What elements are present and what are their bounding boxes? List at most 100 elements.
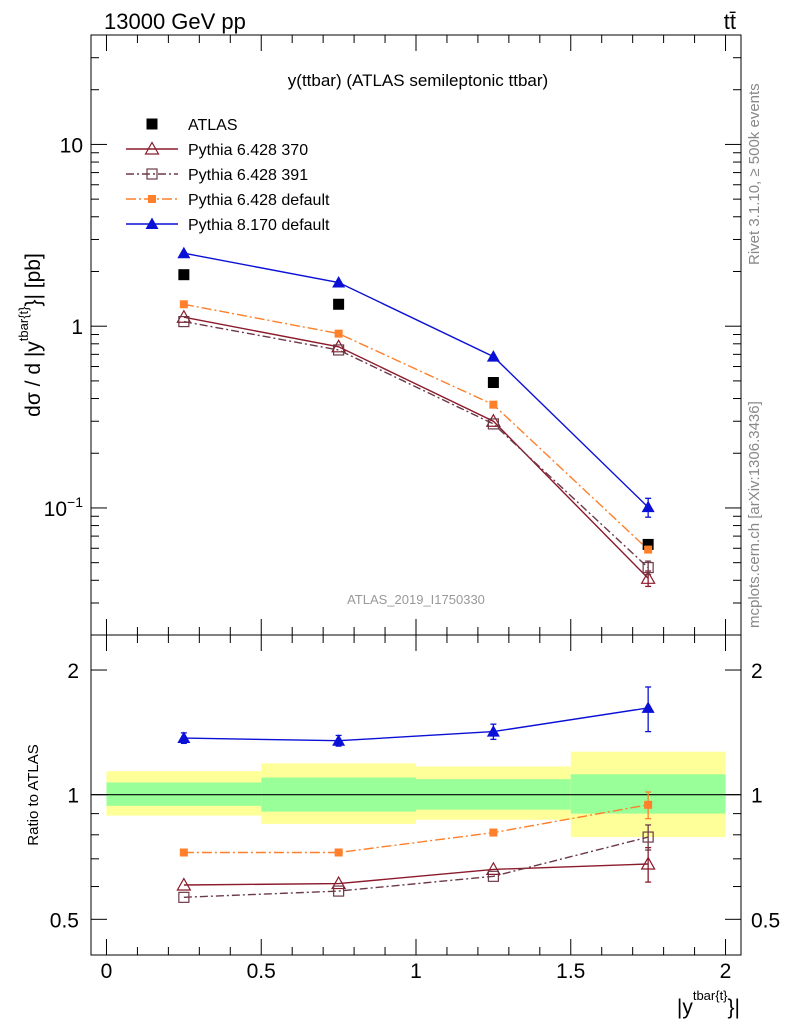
legend-label: Pythia 6.428 370: [188, 142, 308, 159]
ratio-pythia-6-428-370-point: [485, 861, 501, 875]
pythia-6-428-370-point: [640, 570, 656, 584]
x-tick-label: 0: [101, 960, 113, 983]
ratio-y-tick-label-right: 1: [751, 785, 763, 808]
pythia-6-428-370-line: [183, 316, 649, 579]
ratio-pythia-6-428-default-point: [489, 828, 498, 837]
x-tick-label: 1: [410, 960, 422, 983]
pythia-6-428-391-line: [183, 320, 649, 569]
ratio-y-tick-label-left: 2: [67, 660, 79, 683]
ratio-pythia-6-428-default-point: [334, 848, 343, 857]
ratio-y-tick-label-right: 0.5: [751, 909, 780, 932]
x-axis-label: |ytbar{t}}|: [677, 988, 740, 1019]
pythia-6-428-default-point: [334, 329, 343, 338]
pythia-6-428-391-point: [642, 561, 654, 574]
svg-text:|ytbar{t}}|: |ytbar{t}}|: [677, 988, 740, 1019]
atlas-data-point: [178, 269, 190, 281]
x-label-superscript: tbar{t}: [693, 988, 728, 1003]
ratio-y-tick-label-right: 2: [751, 660, 763, 683]
mcplots-reference-label: mcplots.cern.ch [arXiv:1306.3436]: [746, 401, 763, 628]
header-final-state-label: tt̄: [724, 9, 736, 34]
pythia-6-428-391-series: [178, 315, 654, 576]
legend-label: Pythia 6.428 default: [188, 192, 330, 209]
legend-label: ATLAS: [188, 117, 238, 134]
legend-marker: [146, 118, 158, 130]
main-panel: 10 1 10−1 y(ttbar) (ATLAS semileptonic ttb…: [16, 34, 742, 636]
legend-entry: Pythia 6.428 370: [126, 141, 308, 159]
pythia-8-170-default-point: [177, 246, 191, 259]
ratio-pythia-6-428-default-point: [179, 848, 188, 857]
ratio-plot-area: [91, 686, 741, 903]
ratio-axes: 2 2 1 1 0.5 0.5 0 0.5 1 1.5 2: [50, 635, 780, 983]
pythia-8-170-default-point: [641, 500, 655, 513]
pythia-6-428-default-series: [179, 300, 653, 554]
ratio-pythia-6-428-391-point: [333, 885, 345, 897]
legend-entry: Pythia 6.428 391: [126, 167, 308, 184]
legend-entry: ATLAS: [146, 117, 238, 134]
pythia-6-428-default-point: [489, 400, 498, 409]
ratio-pythia-8-170-default-series: [177, 686, 655, 747]
ratio-panel: 2 2 1 1 0.5 0.5 0 0.5 1 1.5 2 Ratio to ATLAS |ytba…: [25, 634, 780, 1019]
ratio-pythia-8-170-default-point: [486, 725, 500, 737]
chart-legend: ATLAS Pythia 6.428 370 Pythia 6.428 391 Pyt…: [126, 117, 330, 234]
ratio-pythia-8-170-default-point: [641, 701, 655, 713]
legend-marker: [146, 168, 158, 180]
atlas-data-series: [178, 269, 654, 550]
atlas-data-point: [333, 298, 345, 310]
legend-marker: [148, 195, 156, 203]
pythia-6-428-default-point: [179, 300, 188, 309]
analysis-id-watermark: ATLAS_2019_I1750330: [347, 592, 485, 607]
pythia-6-428-370-series: [176, 309, 656, 588]
y-tick-label: 10: [60, 134, 83, 157]
ratio-pythia-8-170-default-point: [177, 731, 191, 744]
main-y-axis-label: dσ / d |ytbar{t}}| [pb]: [16, 253, 45, 417]
ratio-pythia-6-428-391-point: [178, 891, 190, 903]
ratio-pythia-8-170-default-point: [332, 734, 346, 746]
legend-label: Pythia 6.428 391: [188, 167, 308, 184]
ratio-pythia-6-428-370-line: [183, 863, 649, 886]
pythia-8-170-default-series: [177, 246, 655, 518]
pythia-6-428-default-line: [183, 303, 649, 551]
ratio-pythia-6-428-default-line: [183, 804, 649, 854]
ratio-pythia-6-428-391-point: [642, 831, 654, 843]
pythia-8-170-default-point: [486, 350, 500, 362]
ratio-y-tick-label-left: 1: [67, 785, 79, 808]
y-label-tail: }| [pb]: [22, 253, 45, 306]
chart-title: y(ttbar) (ATLAS semileptonic ttbar): [288, 71, 548, 90]
legend-marker: [144, 141, 160, 155]
atlas-data-point: [487, 377, 499, 389]
pythia-6-428-391-point: [333, 344, 345, 356]
ratio-pythia-8-170-default-line: [183, 707, 649, 742]
svg-text:dσ / d |ytbar{t}}| [pb]: dσ / d |ytbar{t}}| [pb]: [16, 253, 45, 417]
ratio-pythia-6-428-391-line: [183, 836, 649, 898]
pythia-6-428-370-point: [331, 339, 347, 353]
y-label-superscript: tbar{t}: [16, 306, 31, 341]
pythia-8-170-default-line: [183, 252, 649, 508]
legend-entry: Pythia 6.428 default: [126, 192, 330, 209]
y-label-main-part: dσ / d |y: [22, 341, 45, 417]
pythia-6-428-391-point: [178, 315, 190, 328]
x-tick-label: 0.5: [247, 960, 276, 983]
legend-marker: [145, 217, 159, 229]
pythia-6-428-391-point: [487, 418, 499, 430]
ratio-y-axis-label: Ratio to ATLAS: [25, 744, 42, 845]
ratio-pythia-6-428-default-series: [179, 791, 653, 857]
ratio-pythia-6-428-391-series: [178, 824, 654, 903]
pythia-6-428-370-point: [485, 413, 501, 427]
legend-entry: Pythia 8.170 default: [126, 217, 330, 234]
ratio-pythia-6-428-370-point: [176, 877, 192, 891]
ratio-y-tick-label-left: 0.5: [50, 909, 79, 932]
x-tick-label: 1.5: [556, 960, 585, 983]
atlas-data-point: [642, 538, 654, 550]
ratio-pythia-6-428-370-point: [640, 856, 656, 870]
pythia-6-428-default-point: [644, 545, 653, 554]
header-process-label: 13000 GeV pp: [104, 9, 246, 34]
rivet-version-label: Rivet 3.1.10, ≥ 500k events: [746, 83, 763, 265]
pythia-8-170-default-point: [332, 275, 346, 288]
x-label-tail: }|: [728, 996, 740, 1019]
ratio-pythia-6-428-default-point: [644, 800, 653, 809]
main-plot-area: [176, 246, 656, 588]
ratio-pythia-6-428-370-point: [331, 875, 347, 890]
y-tick-label: 1: [71, 316, 83, 339]
x-tick-label: 2: [720, 960, 732, 983]
